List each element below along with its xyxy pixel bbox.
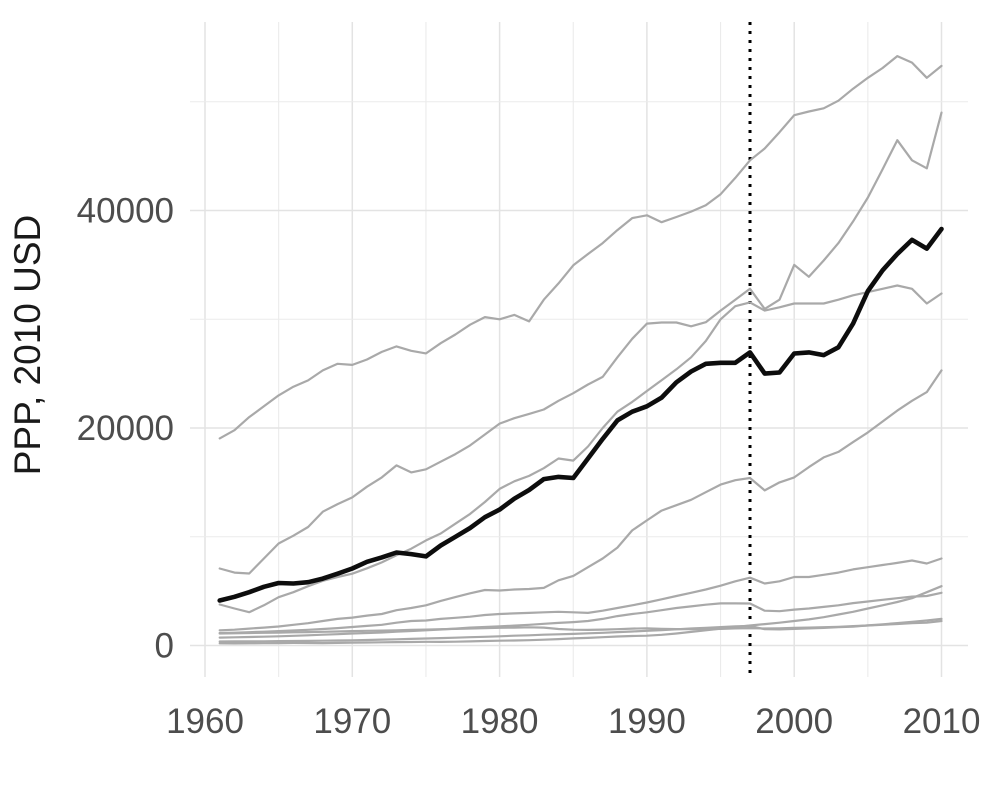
chart-line-gray-4	[218, 369, 943, 632]
x-tick-label: 1990	[608, 702, 686, 741]
y-axis-tick-labels: 0 20000 40000	[77, 192, 174, 666]
x-axis-tick-labels: 1960 1970 1980 1990 2000 2010	[166, 702, 980, 741]
chart-line-gray-7	[218, 585, 943, 645]
chart-line-gray-3	[218, 284, 943, 614]
x-tick-label: 1970	[313, 702, 391, 741]
x-tick-label: 1960	[166, 702, 244, 741]
y-tick-label: 0	[155, 627, 174, 666]
chart-line-gray-1	[218, 54, 943, 440]
chart-line-gray-9	[218, 619, 943, 635]
y-tick-label: 40000	[77, 192, 174, 231]
x-tick-label: 2000	[755, 702, 833, 741]
y-axis-title: PPP, 2010 USD	[7, 215, 48, 476]
chart-line-gray-2	[218, 111, 943, 575]
chart-line-black-highlight	[217, 226, 944, 603]
x-tick-label: 1980	[461, 702, 539, 741]
chart-line-gray-5	[218, 557, 943, 635]
y-tick-label: 20000	[77, 409, 174, 448]
x-tick-label: 2010	[903, 702, 981, 741]
chart-line-gray-6	[218, 591, 943, 639]
gridlines	[190, 22, 968, 677]
data-series	[217, 54, 944, 645]
